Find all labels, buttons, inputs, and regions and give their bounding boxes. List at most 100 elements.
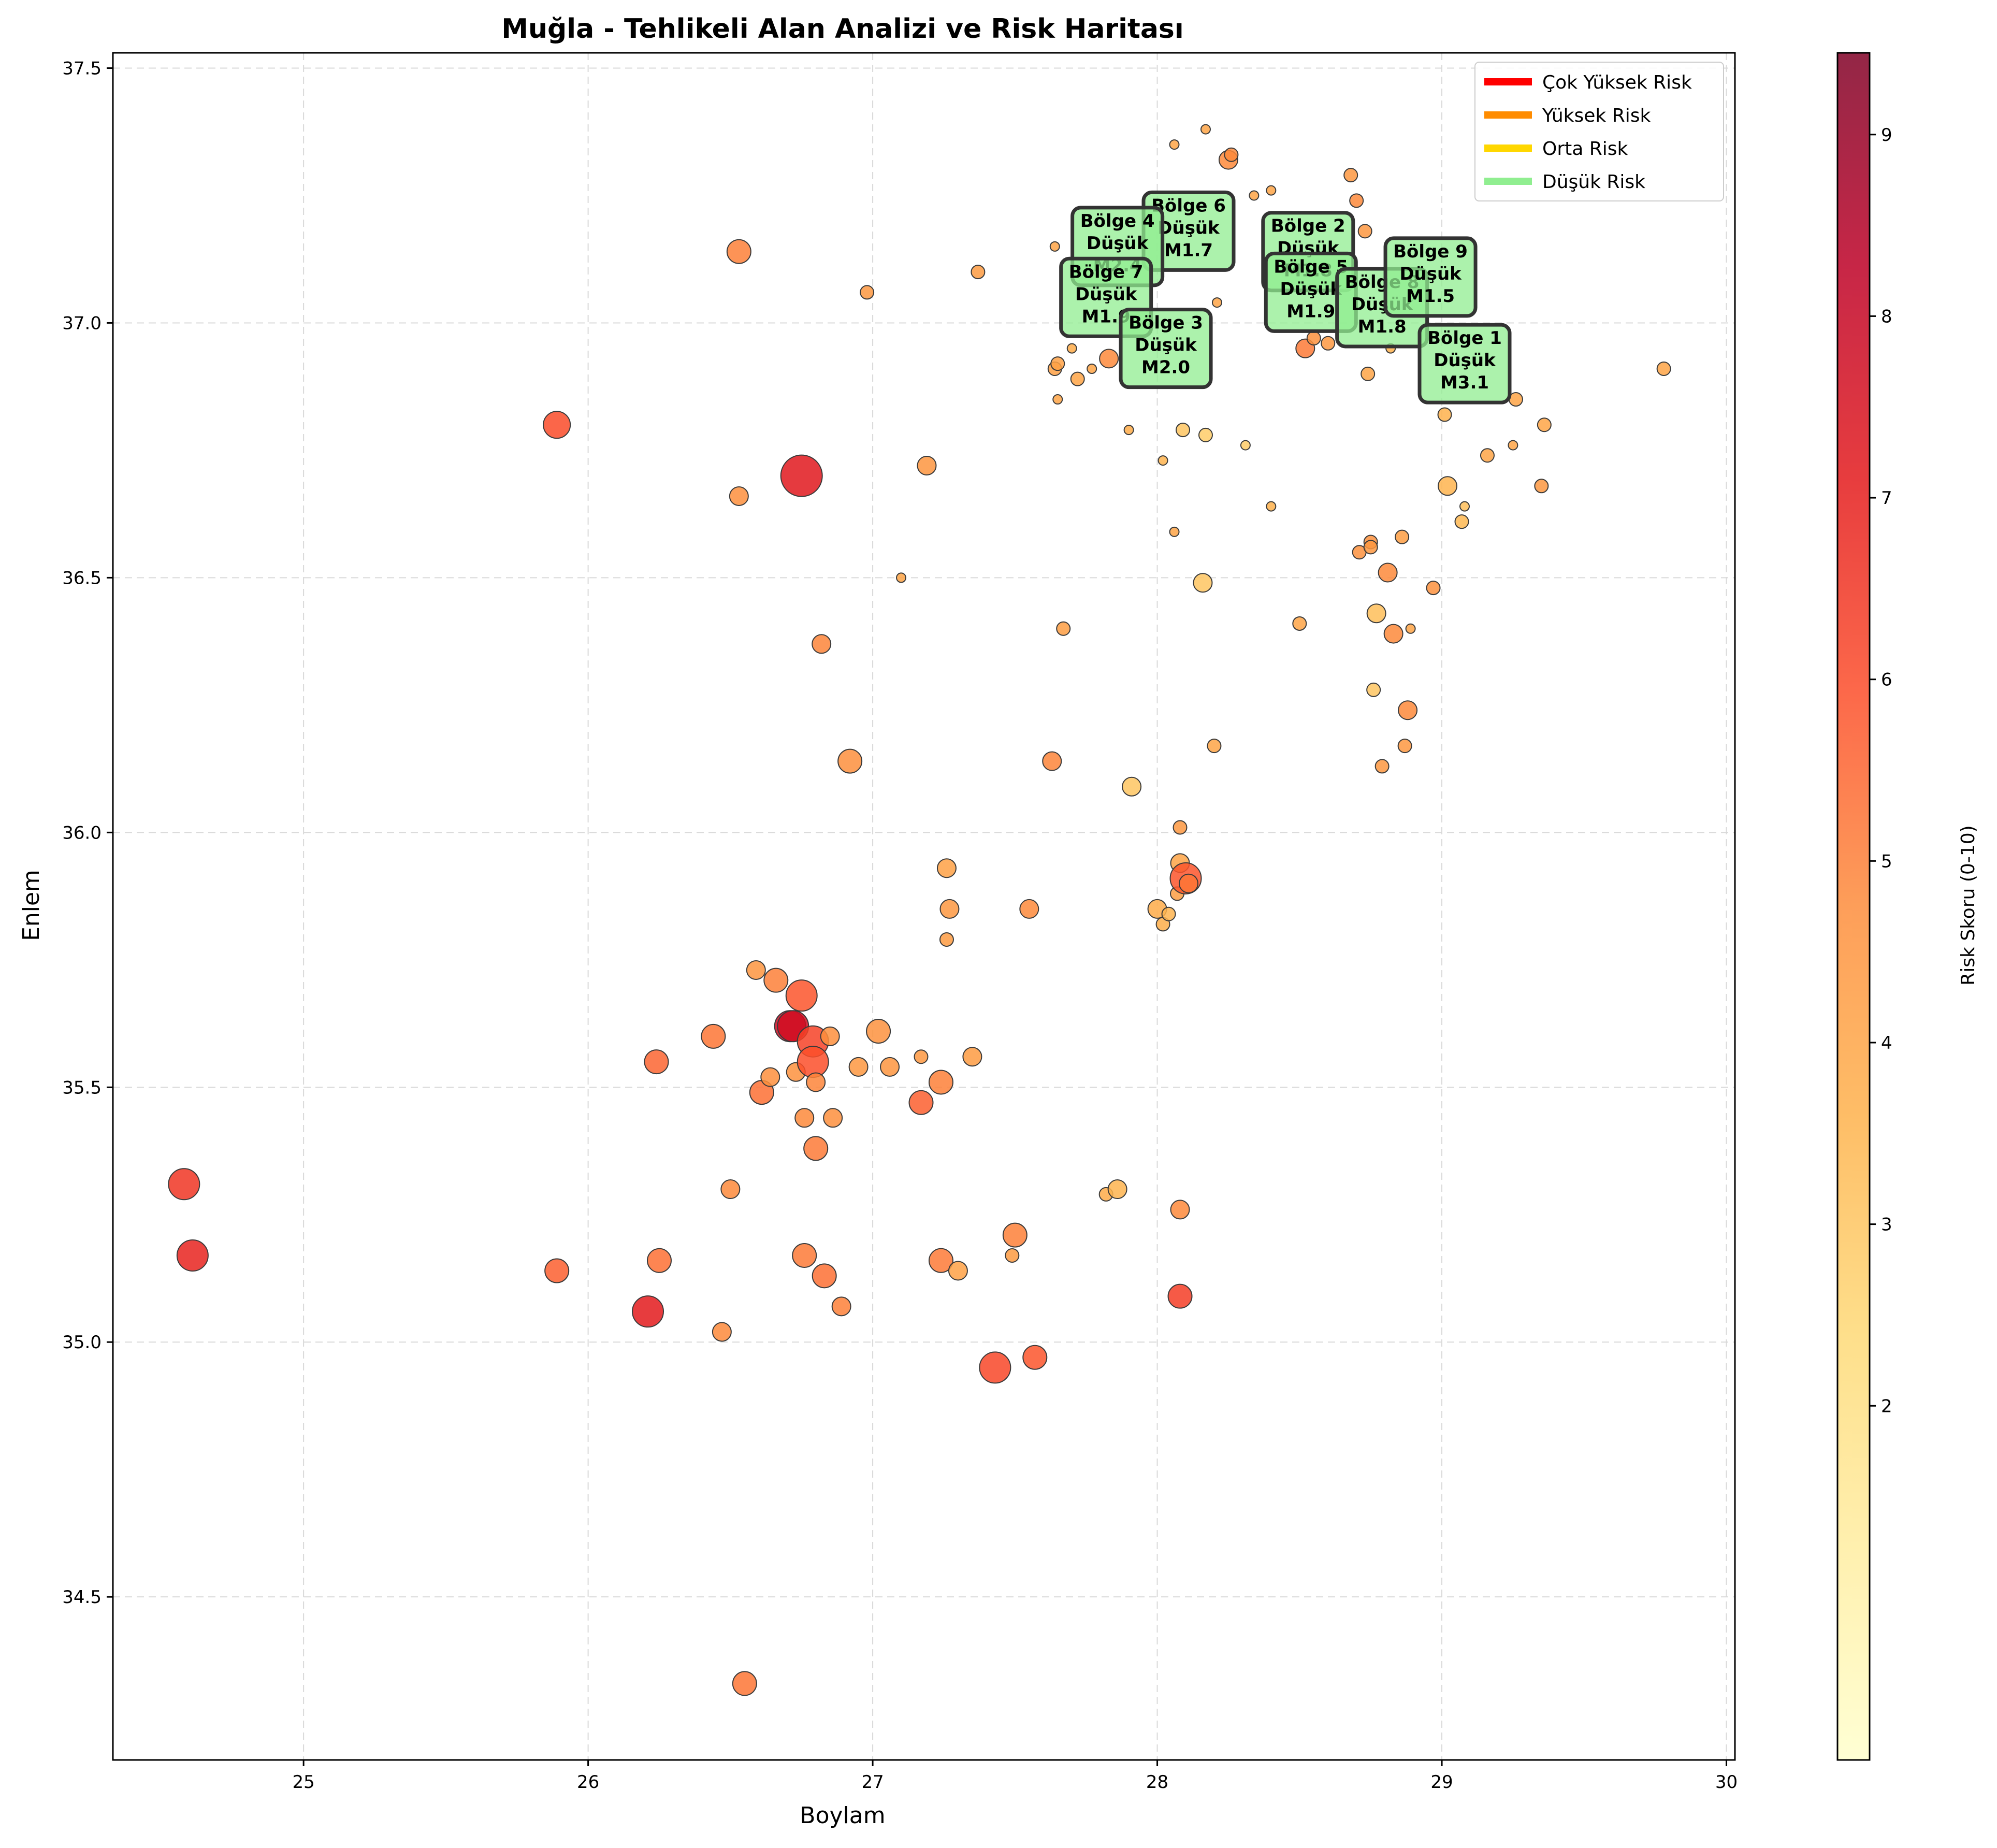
data-point	[1099, 349, 1119, 369]
data-point	[1200, 124, 1211, 135]
zone-annotation-text: Düşük	[1434, 350, 1496, 371]
colorbar-tick-label: 3	[1881, 1215, 1892, 1235]
y-tick-label: 37.0	[62, 313, 102, 334]
colorbar-tick-label: 4	[1881, 1033, 1892, 1053]
data-point	[746, 960, 766, 980]
data-point	[1211, 297, 1222, 308]
zone-annotation-text: Bölge 9	[1393, 241, 1468, 262]
data-point	[1363, 540, 1378, 555]
data-point	[1161, 906, 1176, 921]
data-point	[543, 411, 571, 439]
colorbar-tick-label: 8	[1881, 306, 1892, 327]
data-point	[971, 265, 986, 280]
data-point	[760, 1067, 780, 1087]
data-point	[1361, 366, 1376, 381]
data-point	[928, 1248, 953, 1273]
data-point	[1534, 479, 1549, 494]
data-point	[936, 858, 957, 878]
legend-label: Yüksek Risk	[1542, 105, 1651, 126]
zone-annotation-text: Düşük	[1075, 284, 1138, 305]
legend: Çok Yüksek Risk Yüksek Risk Orta Risk Düşük…	[1474, 62, 1724, 201]
data-point	[896, 572, 907, 583]
zone-annotation-box	[1417, 323, 1512, 405]
y-tick-label: 36.0	[62, 822, 102, 843]
data-point	[1122, 776, 1142, 797]
data-point	[1349, 193, 1364, 208]
data-points	[168, 124, 1671, 1696]
y-tick-label: 35.0	[62, 1332, 102, 1353]
data-point	[1070, 371, 1085, 386]
data-point	[763, 968, 789, 993]
data-point	[1398, 700, 1418, 720]
legend-box	[1474, 62, 1724, 201]
zone-annotation-text: M1.5	[1406, 286, 1455, 307]
data-point	[948, 1261, 968, 1281]
data-point	[1049, 241, 1060, 252]
data-point	[1087, 364, 1097, 374]
data-point	[866, 1019, 891, 1044]
data-point	[1052, 394, 1063, 405]
data-point	[785, 979, 818, 1012]
data-point	[1207, 739, 1222, 754]
data-point	[803, 1136, 829, 1161]
y-tick-label: 37.5	[62, 59, 102, 79]
data-point	[729, 486, 749, 506]
data-point	[1107, 1179, 1127, 1200]
colorbar-tick-label: 9	[1881, 125, 1892, 146]
x-tick-label: 26	[577, 1772, 599, 1793]
data-point	[914, 1049, 929, 1064]
plot-frame	[112, 52, 1736, 1761]
zone-annotation-box	[1383, 236, 1478, 318]
data-point	[1459, 501, 1470, 512]
data-point	[1193, 573, 1213, 593]
data-point	[1042, 751, 1062, 771]
data-point	[1224, 147, 1239, 162]
data-point	[939, 899, 960, 919]
data-point	[1169, 139, 1180, 150]
zone-annotation-text: M3.1	[1440, 372, 1489, 393]
x-tick-label: 29	[1430, 1772, 1453, 1793]
data-point	[1480, 448, 1495, 463]
data-point	[860, 285, 875, 300]
data-point	[1019, 899, 1039, 919]
data-point	[1343, 168, 1358, 183]
x-tick-label: 25	[293, 1772, 315, 1793]
data-point	[646, 1248, 672, 1273]
data-point	[1056, 621, 1071, 636]
data-point	[1383, 624, 1403, 644]
chart-title: Muğla - Tehlikeli Alan Analizi ve Risk H…	[501, 13, 1183, 45]
data-point	[780, 454, 823, 497]
data-point	[1397, 739, 1412, 754]
data-point	[1292, 616, 1307, 631]
data-point	[820, 1026, 840, 1046]
data-point	[632, 1295, 664, 1328]
zone-annotation-text: Bölge 4	[1080, 211, 1155, 232]
data-point	[1366, 682, 1381, 697]
colorbar-label: Risk Skoru (0-10)	[1958, 825, 1979, 985]
data-point	[1656, 362, 1671, 377]
data-point	[823, 1108, 843, 1128]
data-point	[1170, 1200, 1190, 1220]
y-tick-label: 36.5	[62, 568, 102, 588]
zone-annotation-text: Bölge 1	[1427, 328, 1502, 349]
data-point	[797, 1046, 829, 1078]
y-tick-label: 35.5	[62, 1077, 102, 1098]
zone-annotation-text: M2.0	[1141, 357, 1190, 378]
zone-annotation-text: Düşük	[1157, 218, 1220, 238]
x-tick-label: 28	[1146, 1772, 1168, 1793]
data-point	[1366, 603, 1386, 624]
y-tick-label: 34.5	[62, 1587, 102, 1608]
data-point	[1405, 623, 1416, 634]
data-point	[701, 1023, 726, 1049]
zone-annotation-text: Düşük	[1280, 279, 1343, 299]
data-point	[1437, 407, 1452, 422]
legend-label: Düşük Risk	[1542, 171, 1645, 193]
data-point	[1306, 330, 1321, 345]
colorbar-tick-label: 2	[1881, 1396, 1892, 1417]
data-point	[917, 455, 937, 475]
data-point	[962, 1047, 982, 1067]
data-point	[168, 1168, 200, 1201]
data-point	[1169, 526, 1180, 537]
